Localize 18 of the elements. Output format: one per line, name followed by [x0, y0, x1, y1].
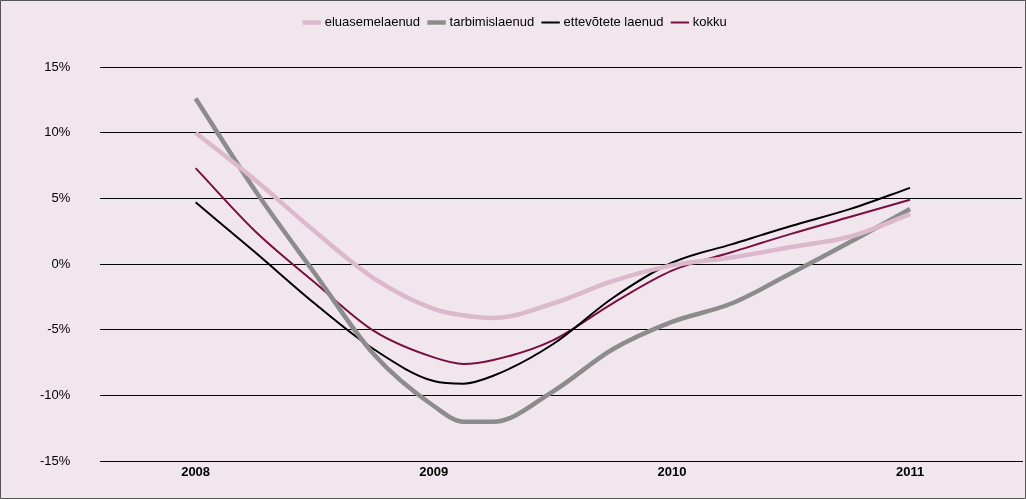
y-tick-label: 15%	[44, 58, 71, 74]
legend-label: ettevõtete laenud	[563, 14, 664, 30]
line-series	[194, 167, 912, 365]
legend-label: tarbimislaenud	[449, 14, 535, 30]
line-series	[193, 96, 913, 425]
x-tick-label: 2009	[419, 463, 449, 479]
legend-label: eluasemelaenud	[324, 14, 421, 30]
x-tick-label: 2010	[657, 463, 687, 479]
line-series	[193, 130, 913, 321]
y-tick-label: 5%	[51, 189, 71, 205]
y-tick-label: -10%	[39, 387, 71, 403]
y-tick-label: -5%	[47, 321, 71, 337]
x-tick-label: 2011	[895, 463, 925, 479]
x-tick-label: 2008	[181, 463, 211, 479]
legend-label: kokku	[692, 14, 727, 30]
y-tick-label: -15%	[39, 452, 71, 468]
y-tick-label: 0%	[51, 255, 71, 271]
y-tick-label: 10%	[44, 124, 71, 140]
